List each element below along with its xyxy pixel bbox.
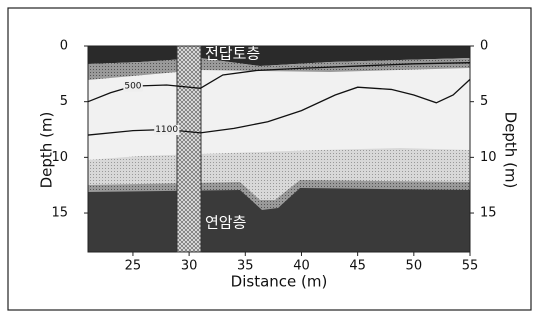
contour-label: 1100 [155,125,178,135]
x-tick-label: 55 [462,259,479,274]
annotation: 전답토층 [205,45,260,63]
x-tick-label: 25 [125,259,142,274]
annotation: 연암층 [205,214,246,232]
velocity-layers [88,46,470,252]
y-tick-label: 10 [51,150,68,165]
y2-tick-label: 10 [480,150,497,165]
y2-tick-label: 5 [480,94,488,109]
y-tick-label: 0 [60,39,68,54]
borehole [177,46,201,252]
x-axis-label: Distance (m) [231,273,328,291]
y-tick-label: 15 [51,206,68,221]
x-tick-label: 50 [406,259,423,274]
y2-tick-label: 0 [480,39,488,54]
x-tick-label: 40 [293,259,310,274]
y2-tick-label: 15 [480,206,497,221]
chart: 전답토층 연암층 Distance (m) Depth (m) Depth (m… [0,0,540,318]
x-tick-label: 35 [237,259,254,274]
y-tick-label: 5 [60,94,68,109]
contour-label: 500 [124,82,141,92]
x-tick-label: 30 [181,259,198,274]
y2-axis-label: Depth (m) [502,112,520,189]
x-tick-label: 45 [349,259,366,274]
